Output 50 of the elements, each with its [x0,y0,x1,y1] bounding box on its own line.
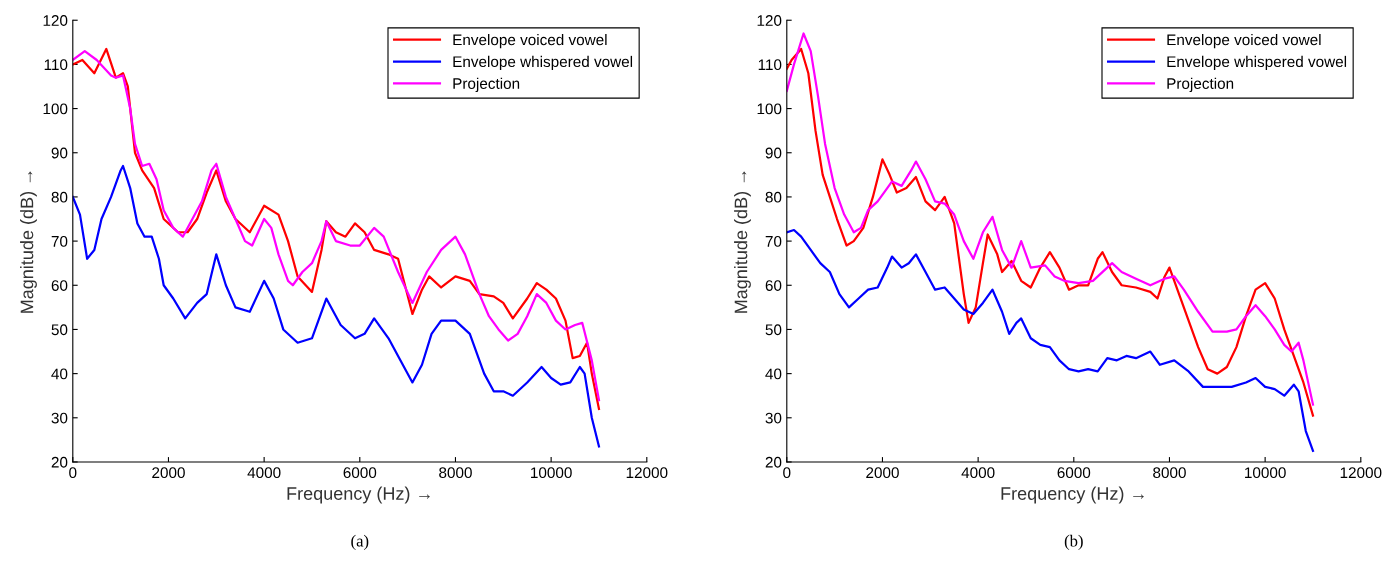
y-tick-label: 60 [765,280,782,291]
y-tick-label: 110 [758,59,782,71]
y-tick-label: 100 [43,103,68,115]
x-tick-label: 6000 [343,467,377,479]
legend-label: Envelope whispered vowel [1167,55,1347,71]
y-axis-title: Magnitude (dB) → [20,171,37,313]
y-tick-label: 100 [757,103,782,115]
y-tick-label: 80 [51,191,68,203]
y-tick-label: 60 [51,280,68,291]
y-tick-label: 70 [765,235,782,247]
legend-label: Envelope voiced vowel [1167,33,1321,49]
legend-label: Envelope voiced vowel [453,33,607,49]
x-tick-label: 0 [783,467,791,479]
y-tick-label: 90 [51,147,68,159]
line-series [72,164,601,448]
x-tick-label: 2000 [152,467,185,479]
y-tick-label: 120 [757,15,782,26]
y-tick-label: 80 [765,191,782,203]
x-tick-label: 10000 [1245,467,1286,479]
x-tick-label: 6000 [1057,467,1091,479]
text: (a) [351,534,369,550]
y-tick-label: 20 [51,456,68,468]
y-tick-label: 110 [44,59,68,71]
line-series [786,228,1315,453]
text: (b) [1064,534,1083,550]
y-tick-label: 90 [765,147,782,159]
y-tick-label: 50 [765,324,782,336]
x-tick-label: 2000 [866,467,899,479]
y-axis-title: Magnitude (dB) → [734,171,751,313]
y-tick-label: 20 [765,456,782,468]
legend-label: Projection [1167,77,1234,92]
x-tick-label: 4000 [247,467,281,479]
y-tick-label: 30 [51,412,68,424]
x-tick-label: 12000 [626,467,668,479]
y-tick-label: 40 [765,368,782,380]
x-tick-label: 12000 [1340,467,1382,479]
x-tick-label: 8000 [1153,467,1186,479]
x-axis-title: Frequency (Hz) → [287,486,430,504]
x-tick-label: 4000 [961,467,995,479]
y-tick-label: 30 [765,412,782,424]
x-axis-title: Frequency (Hz) → [1001,486,1144,504]
x-tick-label: 8000 [439,467,472,479]
y-tick-label: 120 [43,15,68,26]
y-tick-label: 40 [51,368,68,380]
x-tick-label: 0 [69,467,77,479]
x-tick-label: 10000 [531,467,572,479]
y-tick-label: 50 [51,324,68,336]
legend-label: Envelope whispered vowel [453,55,633,71]
legend-label: Projection [453,77,520,92]
y-tick-label: 70 [51,235,68,247]
